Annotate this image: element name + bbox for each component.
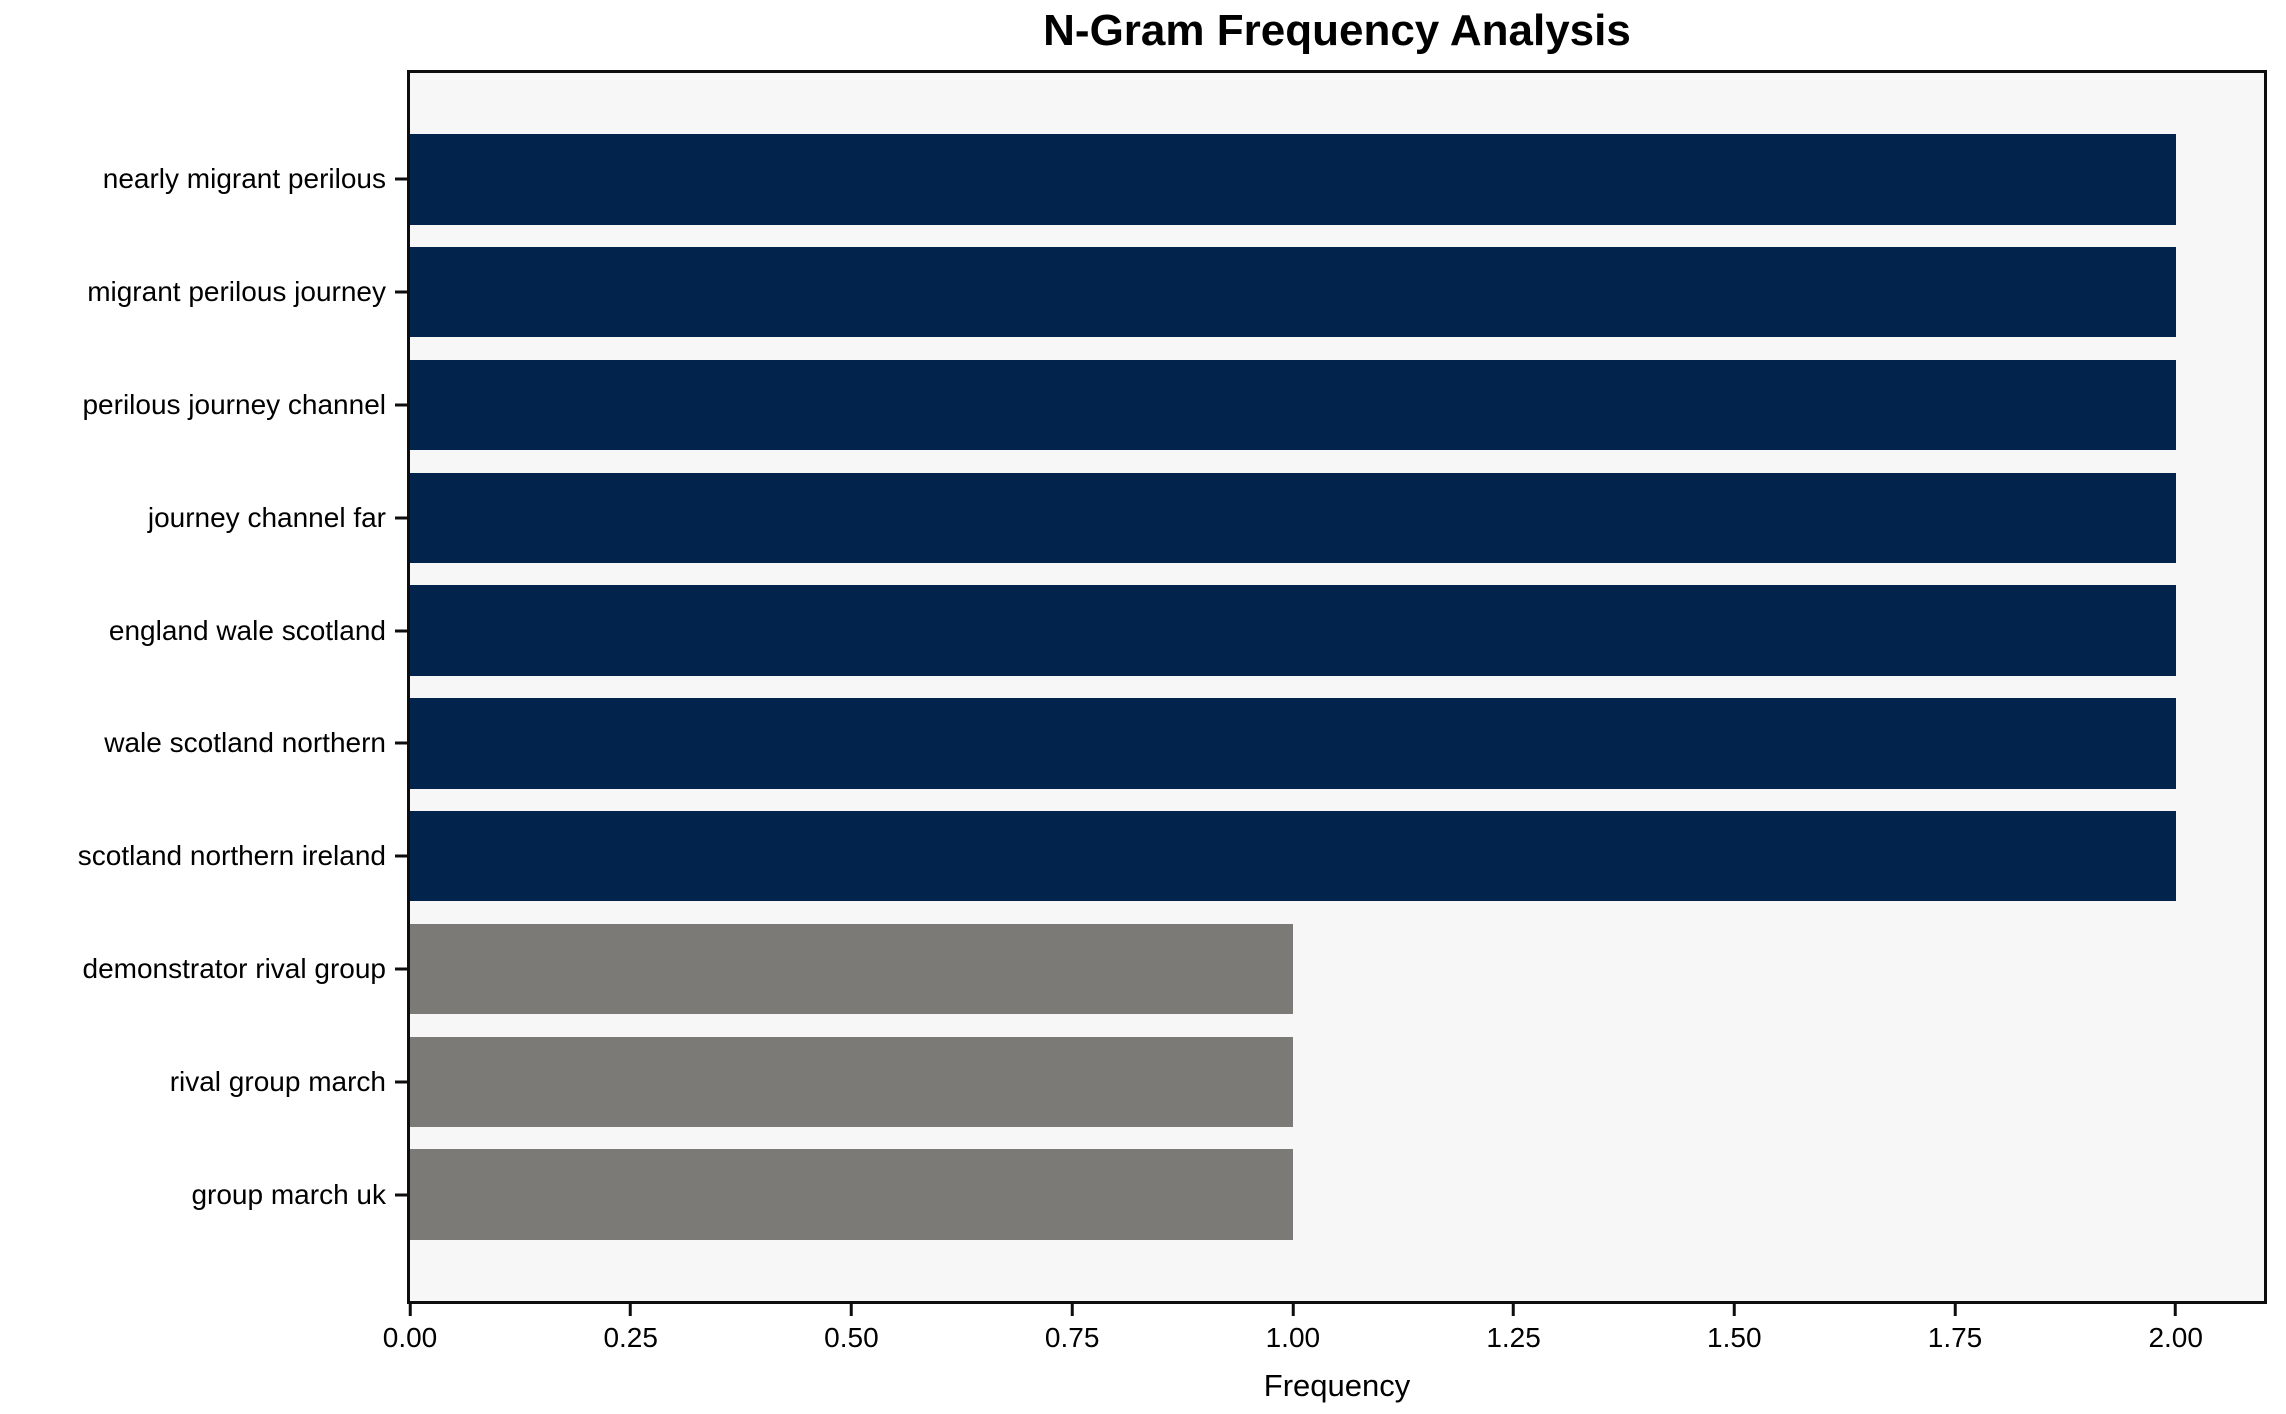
bar-row: demonstrator rival group <box>83 913 2264 1026</box>
y-tick-label: wale scotland northern <box>104 727 386 759</box>
y-tick-label: perilous journey channel <box>82 388 386 420</box>
chart-title: N-Gram Frequency Analysis <box>1043 6 1631 55</box>
x-tick-label: 0.75 <box>1044 1322 1100 1353</box>
y-tick-mark <box>395 290 407 294</box>
y-tick-label: journey channel far <box>147 501 386 533</box>
bar <box>410 359 2176 451</box>
x-tick-mark <box>1512 1304 1516 1316</box>
bar <box>410 247 2176 338</box>
bar <box>410 472 2176 563</box>
y-tick-label: demonstrator rival group <box>82 952 386 984</box>
x-tick-mark <box>1291 1304 1295 1316</box>
y-tick-label: rival group march <box>169 1065 386 1097</box>
x-tick-label: 0.25 <box>603 1322 658 1353</box>
x-tick-label: 0.50 <box>824 1322 879 1353</box>
y-tick-label: england wale scotland <box>108 614 386 646</box>
bar-row: rival group march <box>170 1025 2264 1138</box>
y-tick-mark <box>395 403 407 407</box>
y-tick-mark <box>395 741 407 745</box>
x-tick-label: 1.75 <box>1927 1322 1983 1353</box>
bar <box>410 1149 1293 1240</box>
bar <box>410 585 2176 676</box>
y-tick-label: nearly migrant perilous <box>102 163 386 195</box>
y-tick-mark <box>395 854 407 858</box>
bar-row: england wale scotland <box>109 574 2264 687</box>
x-tick: 0.25 <box>603 1304 658 1352</box>
x-tick-mark <box>1732 1304 1736 1316</box>
bar <box>410 811 2176 902</box>
x-tick-label: 0.00 <box>382 1322 438 1353</box>
y-tick-label: migrant perilous journey <box>87 276 386 308</box>
y-tick-mark <box>395 516 407 520</box>
x-tick: 0.00 <box>382 1304 438 1353</box>
x-tick: 0.75 <box>1044 1304 1100 1353</box>
plot-area: nearly migrant perilous migrant perilous … <box>78 70 2267 1352</box>
x-tick-mark <box>629 1304 633 1316</box>
bar-row: migrant perilous journey <box>87 236 2264 349</box>
x-tick-label: 1.00 <box>1265 1322 1321 1353</box>
x-tick-mark <box>1070 1304 1074 1316</box>
y-tick-mark <box>395 629 407 633</box>
bar <box>410 698 2176 789</box>
bar-row: nearly migrant perilous <box>103 123 2264 236</box>
x-tick-mark <box>2174 1304 2178 1316</box>
bar <box>410 1036 1293 1127</box>
y-tick-mark <box>395 177 407 181</box>
x-tick-label: 1.25 <box>1486 1322 1541 1353</box>
bar-row: perilous journey channel <box>82 349 2264 462</box>
x-tick: 1.25 <box>1486 1304 1541 1352</box>
bar-row: journey channel far <box>148 461 2264 574</box>
x-tick: 2.00 <box>2148 1304 2203 1352</box>
x-tick-mark <box>408 1304 412 1316</box>
x-tick-mark <box>849 1304 853 1316</box>
x-tick: 1.00 <box>1265 1304 1321 1353</box>
bar <box>410 134 2176 225</box>
bars-container: nearly migrant perilous migrant perilous … <box>78 73 2264 1301</box>
bar-row: wale scotland northern <box>104 687 2264 800</box>
x-tick-mark <box>1953 1304 1957 1316</box>
y-tick-mark <box>395 967 407 971</box>
y-tick-label: scotland northern ireland <box>77 840 386 872</box>
x-tick-label: 1.50 <box>1707 1322 1762 1353</box>
x-tick: 1.75 <box>1927 1304 1983 1353</box>
x-tick: 0.50 <box>824 1304 879 1352</box>
y-tick-label: group march uk <box>191 1178 386 1210</box>
bar <box>410 923 1293 1015</box>
x-tick: 1.50 <box>1707 1304 1762 1352</box>
y-tick-mark <box>395 1080 407 1084</box>
y-tick-mark <box>395 1193 407 1197</box>
bar-row: group march uk <box>191 1138 2264 1251</box>
bar-row: scotland northern ireland <box>78 800 2264 913</box>
x-axis-label: Frequency <box>1263 1368 1411 1403</box>
x-tick-label: 2.00 <box>2148 1322 2203 1353</box>
